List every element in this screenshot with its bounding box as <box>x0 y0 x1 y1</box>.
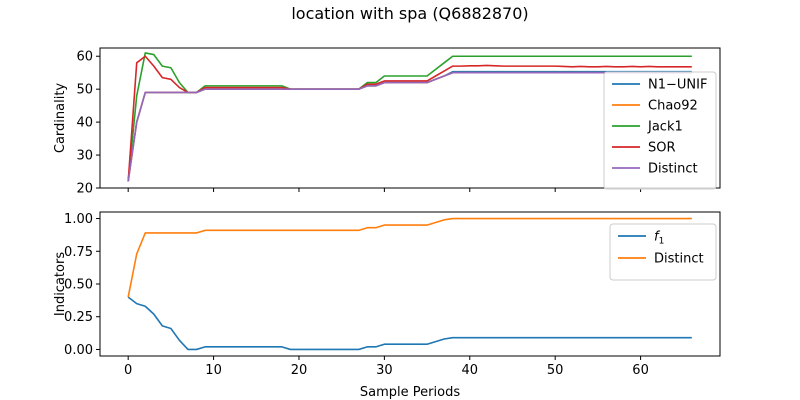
legend-label: Jack1 <box>647 120 683 135</box>
legend-label: Distinct <box>648 162 698 177</box>
x-axis-label: Sample Periods <box>360 385 460 400</box>
legend-box <box>603 71 717 190</box>
legend-label: N1−UNIF <box>648 78 707 93</box>
x-tick-label: 0 <box>124 363 132 378</box>
legend: N1−UNIF Chao92 Jack1 SOR Distinct <box>603 71 717 190</box>
y-axis-label: Indicators <box>53 252 68 316</box>
y-tick-label: 0.25 <box>64 310 93 325</box>
series-line-distinct <box>127 217 692 298</box>
x-tick-label: 20 <box>291 363 308 378</box>
legend: f1 Distinct <box>609 223 717 281</box>
y-tick-label: 20 <box>76 182 93 197</box>
y-tick-label: 40 <box>76 116 93 131</box>
cardinality-panel: 20 30 40 50 60 Cardinality N1−UNIF Chao92 Jack1 S… <box>53 47 721 197</box>
legend-box <box>609 223 717 281</box>
series-line-distinct <box>127 71 692 182</box>
x-tick-label: 30 <box>376 363 393 378</box>
x-tick-label: 10 <box>205 363 222 378</box>
y-tick-label: 50 <box>76 83 93 98</box>
figure-title: location with spa (Q6882870) <box>291 4 528 23</box>
x-tick-label: 40 <box>462 363 479 378</box>
series-line-sor <box>127 55 692 182</box>
y-tick-label: 0.00 <box>64 343 93 358</box>
indicators-panel: 0 10 20 30 40 50 60 0.00 0.25 0.50 0.75 1.00 Indicat… <box>53 211 721 400</box>
axes-frame <box>99 47 721 189</box>
legend-label: Chao92 <box>648 99 698 114</box>
x-tick-label: 50 <box>547 363 564 378</box>
y-tick-label: 1.00 <box>64 212 93 227</box>
y-tick-label: 60 <box>76 50 93 65</box>
y-tick-label: 0.50 <box>64 278 93 293</box>
y-tick-label: 0.75 <box>64 245 93 260</box>
series-line-f <box>127 296 692 351</box>
x-tick-label: 60 <box>632 363 649 378</box>
legend-label: f1 <box>654 230 664 247</box>
legend-label: SOR <box>648 141 676 156</box>
y-axis-label: Cardinality <box>53 83 68 154</box>
legend-label: Distinct <box>654 252 704 267</box>
series-line-jack1 <box>127 52 692 182</box>
y-tick-label: 30 <box>76 149 93 164</box>
